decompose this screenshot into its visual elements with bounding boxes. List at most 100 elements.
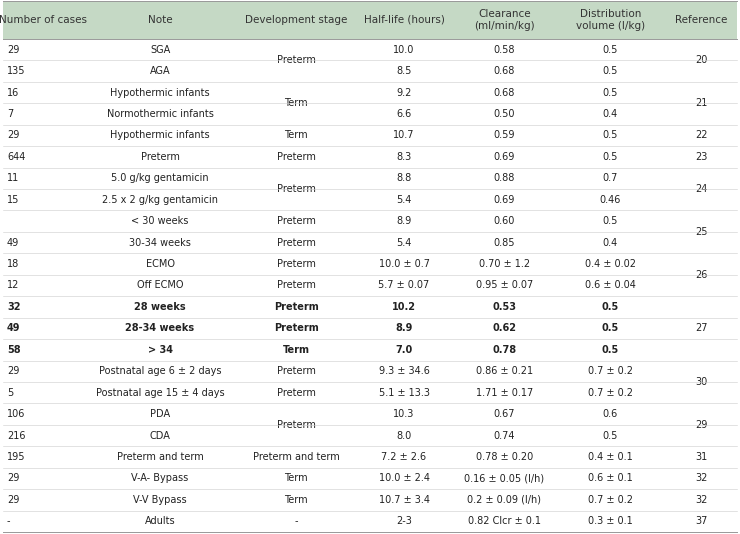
Text: 31: 31 — [695, 452, 707, 462]
Text: Hypothermic infants: Hypothermic infants — [110, 88, 210, 98]
Text: Preterm: Preterm — [274, 324, 319, 333]
Text: 0.4: 0.4 — [602, 238, 618, 248]
Text: Postnatal age 6 ± 2 days: Postnatal age 6 ± 2 days — [98, 366, 221, 376]
Text: 37: 37 — [695, 516, 707, 527]
Text: 20: 20 — [695, 56, 707, 66]
Text: 10.2: 10.2 — [392, 302, 416, 312]
Bar — [3, 1, 737, 39]
Text: Normothermic infants: Normothermic infants — [107, 109, 213, 119]
Text: Term: Term — [284, 474, 308, 483]
Bar — [3, 511, 737, 532]
Bar — [3, 103, 737, 125]
Text: Note: Note — [148, 15, 172, 25]
Text: Half-life (hours): Half-life (hours) — [363, 15, 445, 25]
Text: 0.86 ± 0.21: 0.86 ± 0.21 — [476, 366, 533, 376]
Text: 28-34 weeks: 28-34 weeks — [126, 324, 195, 333]
Text: Preterm: Preterm — [277, 388, 316, 398]
Text: 9.3 ± 34.6: 9.3 ± 34.6 — [379, 366, 429, 376]
Text: 0.7 ± 0.2: 0.7 ± 0.2 — [588, 366, 633, 376]
Bar — [3, 253, 737, 275]
Text: 8.3: 8.3 — [397, 152, 411, 162]
Text: 8.9: 8.9 — [397, 216, 411, 226]
Text: 11: 11 — [7, 174, 19, 183]
Text: < 30 weeks: < 30 weeks — [131, 216, 189, 226]
Bar — [3, 82, 737, 103]
Text: 5.7 ± 0.07: 5.7 ± 0.07 — [378, 280, 430, 290]
Text: 10.3: 10.3 — [394, 409, 414, 419]
Text: 0.6: 0.6 — [602, 409, 618, 419]
Text: 0.5: 0.5 — [602, 152, 618, 162]
Text: Adults: Adults — [145, 516, 175, 527]
Text: 25: 25 — [695, 227, 707, 237]
Text: 30: 30 — [695, 377, 707, 387]
Text: 49: 49 — [7, 324, 21, 333]
Text: 8.5: 8.5 — [397, 66, 411, 76]
Text: Preterm: Preterm — [141, 152, 180, 162]
Text: 0.58: 0.58 — [494, 45, 515, 54]
Bar — [3, 468, 737, 489]
Text: 7.0: 7.0 — [395, 345, 413, 355]
Text: 23: 23 — [695, 152, 707, 162]
Text: 24: 24 — [695, 184, 707, 194]
Text: 0.67: 0.67 — [494, 409, 515, 419]
Text: 644: 644 — [7, 152, 25, 162]
Text: 0.53: 0.53 — [492, 302, 517, 312]
Text: 0.7 ± 0.2: 0.7 ± 0.2 — [588, 388, 633, 398]
Text: 0.78 ± 0.20: 0.78 ± 0.20 — [476, 452, 533, 462]
Text: 0.68: 0.68 — [494, 88, 515, 98]
Text: Reference: Reference — [675, 15, 727, 25]
Text: 5.4: 5.4 — [397, 238, 411, 248]
Text: 29: 29 — [7, 130, 19, 140]
Text: 0.5: 0.5 — [602, 430, 618, 441]
Text: 0.6 ± 0.1: 0.6 ± 0.1 — [588, 474, 633, 483]
Text: 0.70 ± 1.2: 0.70 ± 1.2 — [479, 259, 530, 269]
Text: 12: 12 — [7, 280, 19, 290]
Text: 29: 29 — [7, 474, 19, 483]
Text: 0.5: 0.5 — [602, 345, 619, 355]
Text: V-V Bypass: V-V Bypass — [133, 495, 186, 505]
Text: 8.9: 8.9 — [395, 324, 413, 333]
Text: Preterm: Preterm — [274, 302, 319, 312]
Text: 30-34 weeks: 30-34 weeks — [129, 238, 191, 248]
Text: 0.88: 0.88 — [494, 174, 515, 183]
Text: 10.0 ± 2.4: 10.0 ± 2.4 — [379, 474, 429, 483]
Text: 0.5: 0.5 — [602, 45, 618, 54]
Text: 0.68: 0.68 — [494, 66, 515, 76]
Text: Term: Term — [284, 98, 308, 108]
Text: Preterm: Preterm — [277, 184, 316, 194]
Text: 0.60: 0.60 — [494, 216, 515, 226]
Text: 29: 29 — [7, 495, 19, 505]
Text: Term: Term — [283, 345, 310, 355]
Text: 2-3: 2-3 — [396, 516, 412, 527]
Bar — [3, 339, 737, 360]
Text: 10.7: 10.7 — [393, 130, 415, 140]
Text: -: - — [7, 516, 10, 527]
Bar — [3, 232, 737, 253]
Bar — [3, 382, 737, 403]
Text: 216: 216 — [7, 430, 25, 441]
Text: Preterm: Preterm — [277, 420, 316, 430]
Text: 0.95 ± 0.07: 0.95 ± 0.07 — [476, 280, 533, 290]
Text: 2.5 x 2 g/kg gentamicin: 2.5 x 2 g/kg gentamicin — [102, 195, 218, 205]
Text: 0.3 ± 0.1: 0.3 ± 0.1 — [588, 516, 633, 527]
Bar — [3, 60, 737, 82]
Text: Preterm: Preterm — [277, 216, 316, 226]
Text: 58: 58 — [7, 345, 21, 355]
Text: 10.7 ± 3.4: 10.7 ± 3.4 — [379, 495, 429, 505]
Text: Preterm and term: Preterm and term — [253, 452, 340, 462]
Text: 28 weeks: 28 weeks — [134, 302, 186, 312]
Text: 5: 5 — [7, 388, 13, 398]
Text: ECMO: ECMO — [146, 259, 175, 269]
Text: 106: 106 — [7, 409, 25, 419]
Bar — [3, 403, 737, 425]
Text: 6.6: 6.6 — [397, 109, 411, 119]
Text: > 34: > 34 — [147, 345, 172, 355]
Text: 0.5: 0.5 — [602, 216, 618, 226]
Bar — [3, 275, 737, 296]
Text: Hypothermic infants: Hypothermic infants — [110, 130, 210, 140]
Text: 0.4 ± 0.1: 0.4 ± 0.1 — [588, 452, 633, 462]
Text: CDA: CDA — [149, 430, 170, 441]
Text: Development stage: Development stage — [245, 15, 347, 25]
Text: 16: 16 — [7, 88, 19, 98]
Text: 8.8: 8.8 — [397, 174, 411, 183]
